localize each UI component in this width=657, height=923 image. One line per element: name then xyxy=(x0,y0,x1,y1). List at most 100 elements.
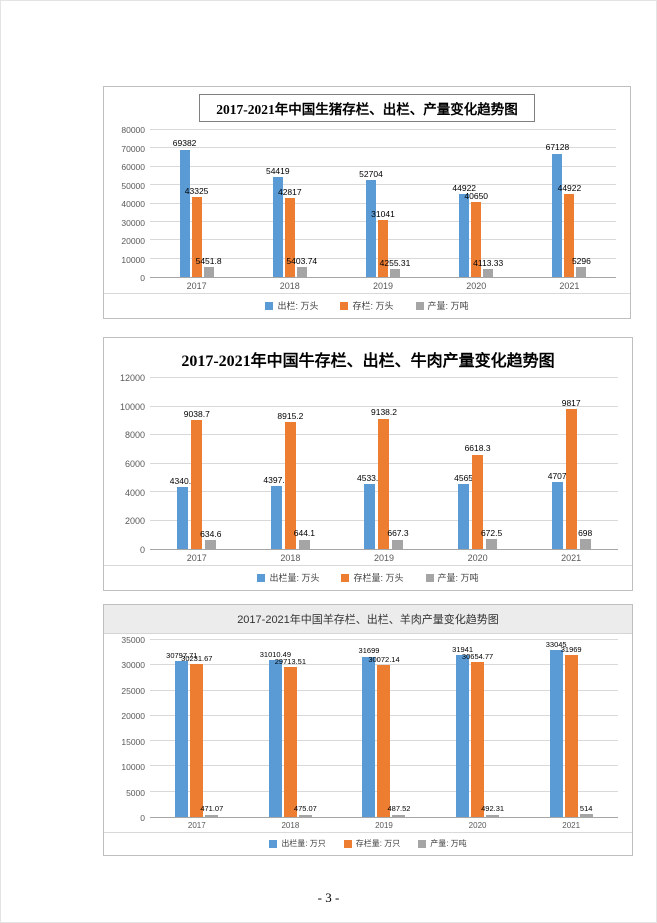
legend-label: 产量: 万吨 xyxy=(437,573,479,583)
gridline xyxy=(150,147,616,149)
bar-value-label: 30231.67 xyxy=(181,653,213,663)
bar-value-label: 487.52 xyxy=(387,804,411,814)
bar-slot: 471.07 xyxy=(200,640,223,817)
bar-value-label: 30797.71 xyxy=(166,651,198,661)
bar-value-label: 4565 xyxy=(454,472,474,483)
bar-value-label: 667.3 xyxy=(387,528,409,539)
bar-slot: 4340.3 xyxy=(170,378,196,549)
bar-value-label: 31010.49 xyxy=(259,649,292,659)
bar-slot: 30072.14 xyxy=(368,640,400,817)
bar-2019-series0 xyxy=(366,180,376,277)
y-axis-tick-label: 0 xyxy=(140,273,145,283)
bar-2021-series1 xyxy=(564,194,575,277)
y-axis-tick-label: 4000 xyxy=(124,487,145,498)
bar-2019-series1 xyxy=(378,219,388,277)
bar-value-label: 31041 xyxy=(371,208,395,219)
sheep-chart-plot: 30797.71 30231.67 471.07 31010.49 29713.51 47… xyxy=(150,639,618,818)
pig-chart-y-axis: 0 10000 20000 30000 40000 50000 60000 70000 8000… xyxy=(112,125,150,283)
bar-group-2018: 4397.5 8915.2 644.1 xyxy=(244,378,338,549)
bar-slot: 698 xyxy=(578,378,592,549)
bar-value-label: 644.1 xyxy=(293,528,316,539)
bar-value-label: 69382 xyxy=(172,138,197,149)
x-axis-label-2018: 2018 xyxy=(279,281,300,291)
bar-slot: 487.52 xyxy=(388,640,410,817)
legend-swatch-icon xyxy=(343,839,352,848)
pig-chart-legend: 出栏: 万头 存栏: 万头 产量: 万吨 xyxy=(104,293,630,318)
bar-value-label: 4255.31 xyxy=(379,257,411,268)
x-axis-label-2020: 2020 xyxy=(467,553,488,563)
bar-value-label: 492.31 xyxy=(481,804,505,814)
bar-value-label: 54419 xyxy=(265,165,290,176)
bar-2017-series2 xyxy=(203,266,214,277)
cattle-chart-y-axis: 0 2000 4000 6000 8000 10000 12000 xyxy=(112,373,150,555)
bar-slot: 30654.77 xyxy=(462,640,493,817)
sheep-chart-x-axis: 2017 2018 2019 2020 2021 xyxy=(104,818,632,832)
sheep-chart-title: 2017-2021年中国羊存栏、出栏、羊肉产量变化趋势图 xyxy=(104,605,632,634)
bar-slot: 4397.5 xyxy=(263,378,289,549)
cattle-chart-x-axis: 2017 2018 2019 2020 2021 xyxy=(104,550,632,565)
legend-label: 存栏: 万头 xyxy=(352,301,394,311)
bar-2021-series1 xyxy=(564,655,578,817)
bar-group-2019: 52704 31041 4255.31 xyxy=(336,130,429,277)
y-axis-tick-label: 2000 xyxy=(124,516,145,527)
cattle-chart-title: 2017-2021年中国牛存栏、出栏、牛肉产量变化趋势图 xyxy=(181,353,555,370)
bar-slot: 492.31 xyxy=(481,640,504,817)
bar-slot: 514 xyxy=(579,640,593,817)
bar-slot: 31969 xyxy=(561,640,582,817)
bar-2020-series0 xyxy=(458,483,470,549)
x-axis-label-2019: 2019 xyxy=(375,821,393,830)
bar-2020-series2 xyxy=(483,269,494,277)
bar-slot: 9038.7 xyxy=(184,378,210,549)
bar-slot: 54419 xyxy=(266,130,290,277)
legend-swatch-icon xyxy=(340,301,349,310)
x-axis-label-2021: 2021 xyxy=(561,553,582,563)
bar-value-label: 4397.5 xyxy=(263,475,290,485)
x-axis-label-2017: 2017 xyxy=(187,821,206,830)
y-axis-tick-label: 35000 xyxy=(121,635,145,645)
legend-item: 存栏量: 万头 xyxy=(341,571,404,584)
legend-label: 出栏: 万头 xyxy=(277,301,319,311)
bar-slot: 30797.71 xyxy=(166,640,197,817)
y-axis-tick-label: 8000 xyxy=(124,430,145,441)
sheep-chart-title-area: 2017-2021年中国羊存栏、出栏、羊肉产量变化趋势图 xyxy=(104,605,632,634)
bar-value-label: 634.6 xyxy=(200,528,222,539)
bar-group-2021: 4707 9817 698 xyxy=(524,378,618,549)
cattle-chart-bars: 4340.3 9038.7 634.6 4397.5 8915.2 644.1 4533.9… xyxy=(150,378,618,549)
gridline xyxy=(150,202,616,204)
bar-slot: 31010.49 xyxy=(260,640,291,817)
y-axis-tick-label: 30000 xyxy=(121,217,145,228)
bar-2018-series2 xyxy=(298,539,310,549)
bar-value-label: 5451.8 xyxy=(195,255,222,266)
bar-2021-series2 xyxy=(576,267,587,277)
bar-2019-series2 xyxy=(392,539,404,549)
legend-swatch-icon xyxy=(341,573,350,582)
bar-2020-series1 xyxy=(471,661,485,817)
bar-slot: 4255.31 xyxy=(380,130,410,277)
x-axis-label-2017: 2017 xyxy=(186,281,207,291)
bar-slot: 475.07 xyxy=(294,640,317,817)
x-axis-label-2018: 2018 xyxy=(281,821,300,830)
y-axis-tick-label: 40000 xyxy=(121,199,145,209)
bar-value-label: 42817 xyxy=(277,186,302,197)
bar-slot: 67128 xyxy=(546,130,569,277)
bar-value-label: 67128 xyxy=(545,142,570,153)
bar-group-2020: 4565 6618.3 672.5 xyxy=(431,378,525,549)
bar-value-label: 33045 xyxy=(545,639,567,649)
bar-value-label: 471.07 xyxy=(200,804,224,814)
bar-slot: 52704 xyxy=(359,130,383,277)
sheep-chart-legend: 出栏量: 万只 存栏量: 万只 产量: 万吨 xyxy=(104,832,632,855)
pig-chart-title-area: 2017-2021年中国生猪存栏、出栏、产量变化趋势图 xyxy=(104,87,630,124)
pig-chart-title: 2017-2021年中国生猪存栏、出栏、产量变化趋势图 xyxy=(199,94,535,122)
bar-2018-series1 xyxy=(284,198,295,277)
y-axis-tick-label: 70000 xyxy=(121,143,145,154)
bar-value-label: 44922 xyxy=(452,183,477,194)
pig-chart-bars: 69382 43325 5451.8 54419 42817 5403.74 52704 31… xyxy=(150,130,616,277)
gridline xyxy=(150,664,618,666)
bar-2017-series1 xyxy=(191,420,203,549)
gridline xyxy=(150,639,618,640)
y-axis-tick-label: 10000 xyxy=(119,401,145,412)
bar-group-2017: 4340.3 9038.7 634.6 xyxy=(150,378,244,549)
bar-2017-series1 xyxy=(190,664,204,817)
bar-value-label: 5296 xyxy=(571,255,591,266)
